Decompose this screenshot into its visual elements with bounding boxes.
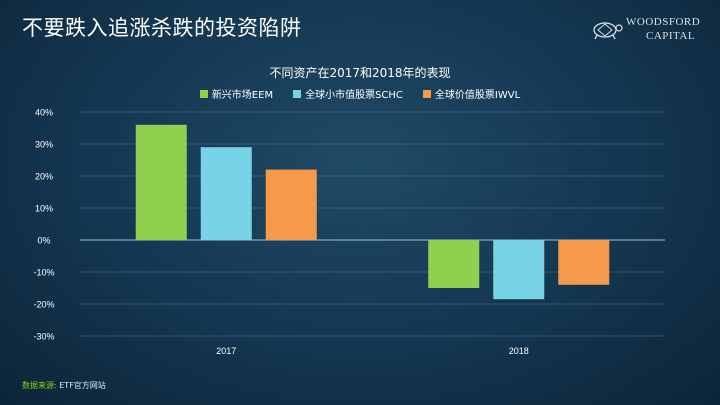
legend-label-schc: 全球小市值股票SCHC: [305, 90, 403, 101]
y-tick-label: -30%: [33, 332, 54, 342]
logo-line2: CAPITAL: [646, 30, 696, 42]
y-tick-label: 40%: [35, 108, 53, 118]
data-source-text: ETF官方网站: [59, 381, 106, 390]
y-tick-label: 20%: [35, 172, 53, 182]
x-tick-label: 2018: [509, 346, 529, 356]
legend-item-iwvl: 全球价值股票IWVL: [422, 86, 521, 101]
y-tick-label: 10%: [35, 204, 53, 214]
bar-全球小市值股票SCHC-2017: [200, 147, 252, 240]
turtle-logo-icon: [593, 22, 623, 40]
slide-title: 不要跌入追涨杀跌的投资陷阱: [22, 16, 302, 40]
bar-全球小市值股票SCHC-2018: [493, 240, 545, 300]
legend-swatch-schc: [293, 89, 302, 98]
bar-新兴市场EEM-2018: [428, 240, 480, 288]
company-logo: WOODSFORD CAPITAL: [590, 16, 708, 46]
data-source-label: 数据来源:: [22, 381, 57, 390]
legend-swatch-iwvl: [422, 89, 431, 98]
legend-label-iwvl: 全球价值股票IWVL: [434, 90, 521, 101]
bar-全球价值股票IWVL-2017: [265, 169, 317, 240]
data-source-note: 数据来源: ETF官方网站: [22, 380, 106, 391]
bar-全球价值股票IWVL-2018: [558, 240, 610, 285]
legend-item-schc: 全球小市值股票SCHC: [293, 86, 403, 101]
y-tick-label: -10%: [33, 268, 54, 278]
x-tick-label: 2017: [216, 346, 236, 356]
legend-label-eem: 新兴市场EEM: [211, 90, 274, 101]
bar-新兴市场EEM-2017: [135, 124, 187, 240]
legend-swatch-eem: [199, 89, 208, 98]
y-tick-label: 0%: [37, 236, 50, 246]
chart-legend: 新兴市场EEM 全球小市值股票SCHC 全球价值股票IWVL: [0, 86, 720, 101]
y-tick-label: 30%: [35, 140, 53, 150]
logo-line1: WOODSFORD: [626, 16, 701, 28]
legend-item-eem: 新兴市场EEM: [199, 86, 274, 101]
y-tick-label: -20%: [33, 300, 54, 310]
chart-title: 不同资产在2017和2018年的表现: [269, 66, 451, 80]
